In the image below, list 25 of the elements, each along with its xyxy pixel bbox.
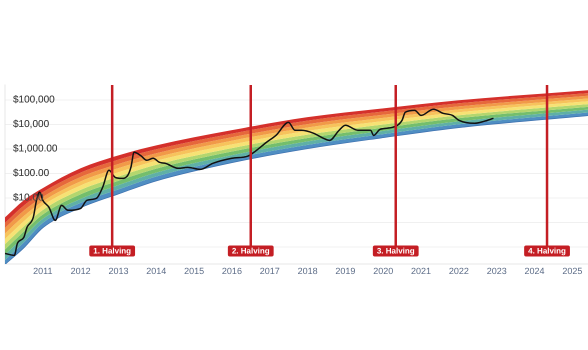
y-tick-label: $10,000 bbox=[13, 119, 50, 130]
x-tick-label: 2025 bbox=[562, 266, 582, 276]
y-tick-label: $10.00 bbox=[13, 192, 44, 204]
x-tick-label: 2013 bbox=[108, 266, 128, 276]
ref-line-label: 3. Halving bbox=[376, 246, 415, 256]
x-tick-label: 2019 bbox=[335, 266, 356, 276]
y-tick-label: $100.00 bbox=[13, 168, 50, 180]
x-tick-label: 2022 bbox=[448, 266, 469, 276]
x-tick-label: 2020 bbox=[373, 266, 394, 276]
y-tick-label: $1,000.00 bbox=[13, 144, 58, 155]
y-tick-label: $100,000 bbox=[13, 94, 56, 106]
x-tick-label: 2021 bbox=[411, 266, 432, 276]
x-tick-label: 2018 bbox=[298, 266, 318, 276]
x-tick-label: 2014 bbox=[146, 266, 166, 276]
ref-line-label: 2. Halving bbox=[232, 246, 270, 256]
x-tick-label: 2016 bbox=[222, 266, 242, 276]
x-tick-label: 2011 bbox=[33, 266, 53, 276]
ref-line-label: 1. Halving bbox=[93, 246, 132, 256]
ref-line-label: 4. Halving bbox=[528, 246, 566, 256]
x-tick-label: 2017 bbox=[260, 266, 280, 276]
x-tick-label: 2023 bbox=[486, 266, 507, 276]
x-tick-label: 2015 bbox=[184, 266, 204, 276]
line-series bbox=[5, 108, 494, 256]
x-tick-label: 2012 bbox=[70, 266, 91, 276]
x-tick-label: 2024 bbox=[524, 266, 545, 276]
